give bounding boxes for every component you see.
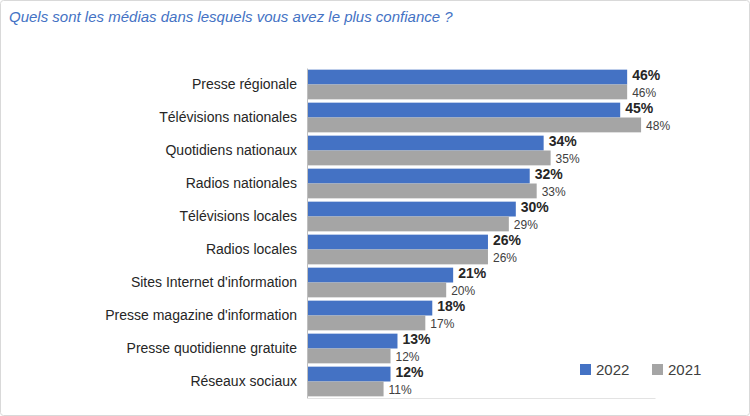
data-label: 20% xyxy=(451,284,475,298)
category-label: Radios nationales xyxy=(186,175,297,191)
legend: 2022 2021 xyxy=(580,361,701,378)
bar xyxy=(307,268,453,283)
legend-label: 2021 xyxy=(668,361,701,378)
tick: Réseaux sociaux xyxy=(190,373,307,389)
data-label: 17% xyxy=(430,317,454,331)
tick: Télévisions nationales xyxy=(159,109,307,125)
tick: Presse quotidienne gratuite xyxy=(127,340,307,356)
category-label: Télévisions nationales xyxy=(159,109,297,125)
x-axis xyxy=(308,398,656,399)
category-label: Radios locales xyxy=(206,241,297,257)
bar xyxy=(307,103,620,118)
data-label: 48% xyxy=(646,119,670,133)
data-label: 35% xyxy=(556,152,580,166)
bar xyxy=(307,184,537,199)
data-label: 46% xyxy=(632,86,656,100)
bar xyxy=(307,169,530,184)
bars xyxy=(307,70,641,397)
tick: Sites Internet d'information xyxy=(131,274,307,290)
bar xyxy=(307,250,488,265)
bar xyxy=(307,235,488,250)
data-label: 46% xyxy=(632,67,661,83)
y-axis-line xyxy=(307,69,308,399)
legend-label: 2022 xyxy=(596,361,629,378)
category-label: Télévisions locales xyxy=(180,208,298,224)
data-labels: 46%45%34%32%30%26%21%18%13%12%46%48%35%3… xyxy=(389,67,671,397)
data-label: 45% xyxy=(625,100,654,116)
category-label: Quotidiens nationaux xyxy=(165,142,297,158)
tick: Presse régionale xyxy=(192,76,307,92)
tick: Presse magazine d'information xyxy=(105,307,307,323)
data-label: 21% xyxy=(458,265,487,281)
data-label: 30% xyxy=(521,199,550,215)
bar xyxy=(307,85,627,100)
category-label: Presse régionale xyxy=(192,76,297,92)
title: Quels sont les médias dans lesquels vous… xyxy=(9,8,453,25)
bar xyxy=(307,70,627,85)
category-label: Sites Internet d'information xyxy=(131,274,297,290)
category-label: Presse quotidienne gratuite xyxy=(127,340,298,356)
data-label: 34% xyxy=(549,133,578,149)
bar xyxy=(307,217,509,232)
y-axis: Presse régionale Télévisions nationales Qu… xyxy=(105,69,307,399)
category-label: Presse magazine d'information xyxy=(105,307,297,323)
bar xyxy=(307,136,544,151)
bar xyxy=(307,202,516,217)
data-label: 12% xyxy=(396,350,420,364)
category-label: Réseaux sociaux xyxy=(190,373,297,389)
data-label: 13% xyxy=(402,331,431,347)
bar xyxy=(307,334,397,349)
data-label: 26% xyxy=(493,232,522,248)
tick: Quotidiens nationaux xyxy=(165,142,307,158)
legend-swatch xyxy=(652,364,663,375)
bar xyxy=(307,118,641,133)
bar xyxy=(307,382,384,397)
tick: Radios nationales xyxy=(186,175,307,191)
data-label: 11% xyxy=(389,383,412,397)
data-label: 12% xyxy=(396,364,425,380)
tick: Radios locales xyxy=(206,241,307,257)
x-axis-line xyxy=(308,398,656,399)
legend-swatch xyxy=(580,364,591,375)
bar xyxy=(307,301,432,316)
chart: Quels sont les médias dans lesquels vous… xyxy=(0,0,750,416)
data-label: 26% xyxy=(493,251,517,265)
bar xyxy=(307,316,425,331)
data-label: 18% xyxy=(437,298,466,314)
data-label: 33% xyxy=(542,185,566,199)
tick: Télévisions locales xyxy=(180,208,308,224)
data-label: 32% xyxy=(535,166,564,182)
bar xyxy=(307,151,551,166)
bar xyxy=(307,283,446,298)
data-label: 29% xyxy=(514,218,538,232)
bar xyxy=(307,349,391,364)
bar xyxy=(307,367,391,382)
frame xyxy=(1,1,750,416)
